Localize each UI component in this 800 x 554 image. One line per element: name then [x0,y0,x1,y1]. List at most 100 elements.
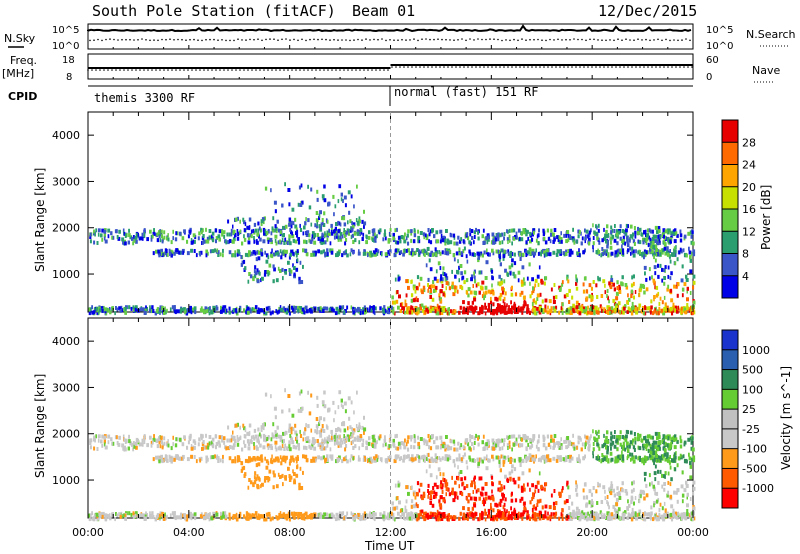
velocity-cell [652,451,655,455]
power-cell [475,283,478,288]
power-cell [529,231,532,236]
power-cell [655,310,658,315]
power-cell [439,239,442,244]
velocity-cell [436,445,439,450]
power-cell [486,248,488,253]
power-cell [173,305,176,310]
nsearch-point [313,38,315,41]
power-cell [654,225,658,230]
power-cell [675,231,678,236]
power-cell [619,248,623,253]
power-cell [451,285,454,290]
velocity-cell [664,435,668,440]
velocity-cell [612,488,615,493]
nsearch-point [669,39,671,42]
power-cell [623,306,626,311]
nsearch-point [233,39,235,42]
power-cell [274,234,278,239]
power-cell [236,216,239,221]
nsearch-point [613,39,615,42]
velocity-cell [462,445,465,450]
power-cell [597,248,599,253]
velocity-cell [602,485,606,490]
power-cell [438,250,441,255]
power-cell [143,234,146,239]
velocity-cell [468,455,471,460]
velocity-cell [680,484,684,489]
velocity-cell [208,435,212,439]
power-cell [281,203,284,208]
power-cell [254,305,258,310]
velocity-cell [432,486,435,490]
velocity-cell [344,409,347,414]
power-cell [256,309,260,314]
velocity-cell [582,488,585,493]
power-cell [406,233,409,238]
velocity-cell [442,472,445,477]
power-cell [608,299,610,304]
velocity-cell [263,437,266,442]
velocity-cell [264,476,267,480]
power-cell [388,238,391,243]
nsearch-point [649,39,651,42]
velocity-cell [621,481,624,486]
nsearch-point [461,38,463,40]
power-cell [334,311,338,316]
velocity-cell [616,492,620,496]
power-cell [240,255,243,259]
velocity-cell [652,457,655,462]
velocity-cell [664,448,667,453]
nave-point [91,69,93,71]
velocity-cell [588,436,591,441]
power-cell [166,308,168,313]
velocity-cell [442,477,445,482]
velocity-cell [261,482,264,487]
velocity-cell [550,493,553,498]
velocity-cell [178,437,182,442]
velocity-cell [97,434,101,439]
velocity-cell [288,428,291,433]
power-cell [320,240,324,245]
velocity-cell [244,472,247,477]
velocity-cell [477,464,480,469]
power-cell [252,250,256,255]
nsearch-point [93,39,95,41]
power-cell [183,229,186,234]
power-cell [439,309,441,314]
power-cell [202,228,204,233]
velocity-cell [592,451,594,455]
power-cell [104,239,108,244]
nsearch-point [357,38,359,41]
power-cell [514,274,517,279]
velocity-cell [419,437,423,441]
nsearch-point [145,39,147,41]
power-cell [282,249,286,254]
power-cell [610,225,613,230]
power-cell [444,241,447,246]
velocity-cell [150,440,153,445]
power-cell [531,237,534,242]
power-cell [446,238,449,243]
velocity-cell [499,503,502,507]
power-cell [503,309,506,314]
nave-point [363,69,365,71]
velocity-cell [588,500,591,505]
velocity-cell [597,481,599,486]
velocity-cell [282,482,284,487]
velocity-cell [473,459,476,463]
power-cell [307,218,310,223]
velocity-cell [159,444,162,449]
velocity-cell [672,435,675,440]
power-cell [152,251,155,256]
power-cell [681,306,683,311]
power-cell [473,271,475,276]
power-cell [658,301,661,306]
velocity-cell [239,425,241,430]
velocity-cell [384,435,386,440]
velocity-cell [509,456,513,461]
velocity-cell [663,482,666,486]
nave-point [639,66,641,68]
velocity-cell [187,440,190,445]
power-cell [319,236,322,241]
velocity-cell [507,435,509,440]
